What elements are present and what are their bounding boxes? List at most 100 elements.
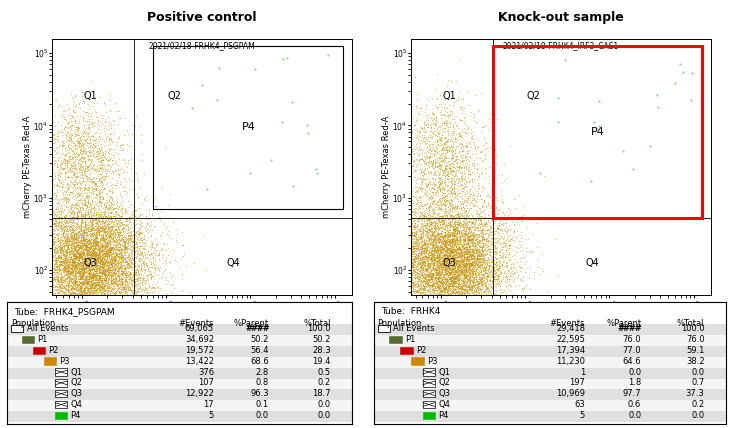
Point	[455, 290, 467, 297]
Point	[423, 267, 435, 273]
Point	[458, 182, 470, 189]
Point	[79, 241, 91, 248]
Point	[431, 197, 443, 204]
Point	[52, 206, 64, 213]
Point	[450, 202, 462, 209]
Point	[57, 184, 69, 190]
Point	[127, 256, 139, 263]
Point	[487, 259, 499, 265]
Point	[433, 266, 445, 273]
Point	[43, 229, 55, 236]
Point	[63, 264, 75, 271]
Point	[57, 251, 69, 258]
Point	[416, 247, 428, 254]
Point	[94, 259, 106, 266]
Point	[420, 149, 432, 156]
Point	[99, 244, 111, 251]
Point	[88, 220, 99, 227]
Point	[101, 256, 113, 263]
Point	[108, 233, 120, 240]
Point	[72, 126, 84, 133]
Point	[433, 268, 445, 275]
Point	[67, 251, 79, 258]
Point	[411, 239, 423, 246]
Point	[96, 235, 108, 242]
Point	[426, 257, 438, 264]
Point	[79, 302, 91, 309]
Point	[453, 246, 465, 253]
Point	[443, 247, 455, 253]
Point	[456, 198, 468, 205]
Point	[417, 265, 429, 272]
Point	[478, 197, 490, 204]
Point	[443, 266, 455, 273]
Point	[468, 128, 479, 135]
Point	[153, 252, 165, 259]
Point	[91, 192, 103, 199]
Point	[45, 268, 57, 275]
Point	[78, 286, 90, 293]
Point	[409, 273, 421, 280]
Point	[467, 278, 479, 285]
Point	[474, 284, 486, 291]
Point	[481, 271, 493, 278]
Point	[146, 284, 158, 291]
Point	[105, 298, 117, 305]
Point	[434, 234, 446, 241]
Point	[60, 188, 72, 195]
Point	[426, 232, 438, 238]
Point	[85, 110, 96, 116]
Point	[448, 278, 460, 285]
Point	[404, 257, 416, 264]
Point	[78, 266, 90, 273]
Point	[402, 264, 414, 270]
Point	[110, 251, 122, 258]
Point	[459, 130, 471, 137]
Point	[89, 293, 101, 300]
Point	[77, 269, 89, 276]
Point	[450, 247, 462, 254]
Point	[72, 280, 84, 287]
Point	[126, 249, 138, 256]
Point	[118, 255, 130, 262]
Point	[82, 278, 94, 285]
Point	[85, 251, 97, 258]
Point	[61, 247, 73, 254]
Bar	[374, 389, 726, 400]
Point	[62, 133, 74, 140]
Point	[87, 270, 99, 277]
Point	[56, 258, 68, 265]
Point	[114, 115, 126, 122]
Point	[99, 151, 111, 158]
Point	[447, 299, 459, 306]
Point	[67, 302, 79, 309]
Point	[469, 186, 481, 193]
Point	[132, 247, 144, 254]
Point	[462, 237, 474, 244]
Point	[447, 253, 459, 259]
Point	[432, 250, 444, 257]
Point	[434, 232, 446, 239]
Point	[453, 244, 465, 251]
Point	[77, 239, 89, 246]
Point	[491, 225, 503, 232]
Point	[451, 298, 463, 305]
Point	[492, 209, 504, 216]
Point	[82, 251, 94, 258]
Point	[447, 166, 459, 173]
Point	[97, 301, 109, 308]
Point	[77, 266, 89, 273]
Point	[132, 274, 144, 281]
Point	[456, 103, 468, 110]
Point	[75, 290, 87, 297]
Point	[423, 159, 435, 166]
Point	[94, 196, 105, 203]
Point	[134, 214, 146, 221]
Point	[85, 231, 96, 238]
Point	[440, 155, 452, 161]
Point	[83, 231, 95, 238]
Point	[75, 244, 87, 251]
Point	[437, 194, 449, 201]
Point	[112, 230, 124, 237]
Point	[281, 54, 293, 61]
